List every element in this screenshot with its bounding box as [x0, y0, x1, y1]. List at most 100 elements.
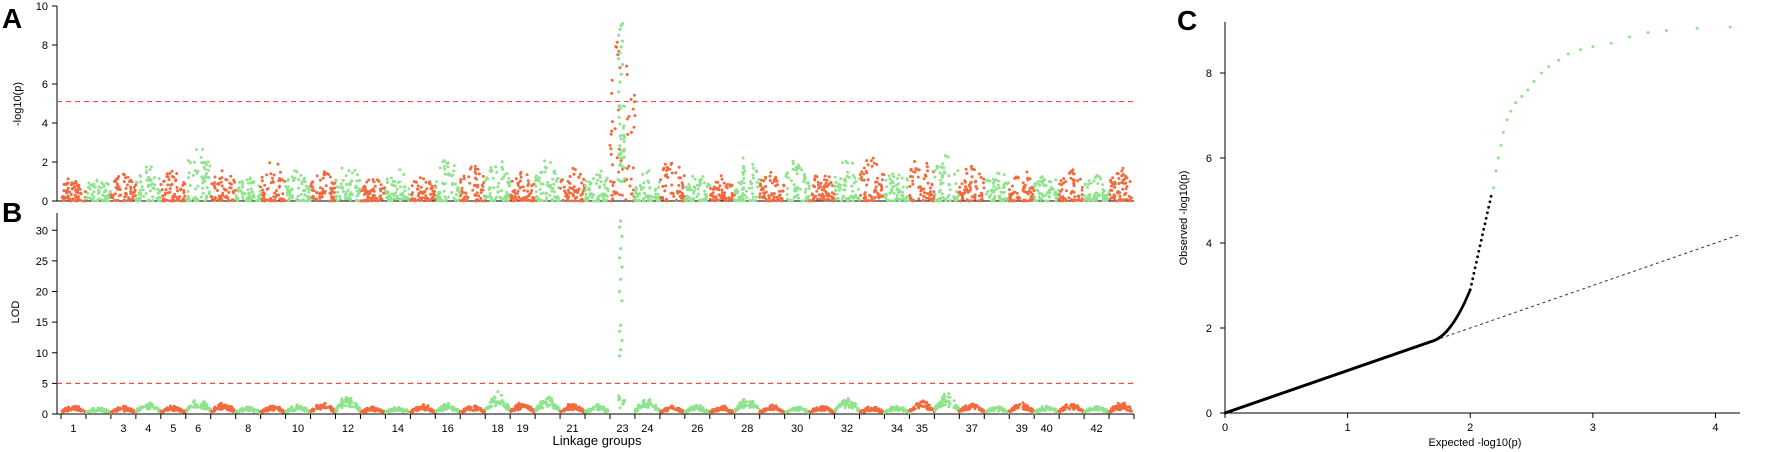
- manhattan-point-a: [500, 160, 504, 164]
- manhattan-point-a: [562, 185, 566, 189]
- manhattan-point-a: [633, 189, 637, 193]
- manhattan-point-b: [529, 408, 533, 412]
- manhattan-point-a: [775, 183, 779, 187]
- manhattan-point-a: [609, 199, 613, 203]
- manhattan-point-b: [172, 404, 176, 408]
- manhattan-point-a: [357, 187, 361, 191]
- manhattan-point-a: [1101, 191, 1105, 195]
- manhattan-point-a: [170, 182, 174, 186]
- manhattan-point-a: [77, 183, 81, 187]
- manhattan-point-a: [922, 177, 926, 181]
- manhattan-point-a: [610, 129, 614, 133]
- manhattan-point-a: [618, 66, 622, 70]
- manhattan-point-a: [273, 191, 277, 195]
- manhattan-point-b: [381, 410, 385, 414]
- manhattan-point-a: [974, 179, 978, 183]
- manhattan-point-a: [625, 167, 629, 170]
- manhattan-point-a: [385, 192, 389, 196]
- manhattan-point-a: [681, 185, 685, 189]
- manhattan-point-a: [500, 177, 504, 181]
- manhattan-point-a: [793, 187, 797, 191]
- manhattan-point-a: [307, 190, 311, 194]
- manhattan-point-a: [584, 188, 588, 192]
- manhattan-point-a: [379, 194, 383, 198]
- manhattan-point-a: [573, 168, 577, 172]
- manhattan-point-b: [366, 408, 370, 412]
- manhattan-point-a: [785, 172, 789, 176]
- manhattan-point-a: [497, 181, 501, 185]
- manhattan-point-a: [636, 194, 640, 198]
- manhattan-point-a: [696, 187, 700, 191]
- manhattan-point-b: [1005, 410, 1009, 414]
- manhattan-point-a: [957, 191, 961, 194]
- manhattan-point-a: [578, 172, 582, 176]
- manhattan-point-b: [192, 399, 196, 403]
- panel-b-y-tick-label: 5: [42, 378, 48, 390]
- manhattan-point-a: [518, 179, 522, 183]
- manhattan-point-a: [519, 175, 523, 179]
- manhattan-point-a: [656, 199, 660, 203]
- manhattan-point-a: [722, 192, 726, 196]
- manhattan-point-a: [496, 185, 500, 189]
- manhattan-point-a: [982, 177, 986, 181]
- manhattan-point-b: [748, 400, 752, 404]
- manhattan-point-b: [838, 402, 842, 406]
- manhattan-point-b: [172, 409, 176, 413]
- manhattan-point-a: [368, 191, 372, 194]
- manhattan-point-a: [865, 159, 869, 163]
- manhattan-point-a: [582, 177, 586, 181]
- manhattan-point-a: [156, 187, 160, 191]
- panel-label-c: C: [1177, 5, 1197, 36]
- manhattan-point-a: [645, 194, 649, 198]
- manhattan-point-a: [1033, 195, 1037, 199]
- manhattan-point-a: [534, 184, 538, 188]
- manhattan-point-b: [659, 410, 662, 414]
- manhattan-point-a: [922, 191, 926, 195]
- manhattan-point-a: [574, 188, 578, 192]
- manhattan-point-a: [297, 198, 301, 202]
- panel-b-x-tick-label: 1: [70, 423, 76, 435]
- manhattan-point-a: [1021, 189, 1025, 193]
- manhattan-point-b: [977, 405, 981, 409]
- manhattan-point-b: [123, 406, 126, 410]
- manhattan-point-a: [659, 178, 663, 182]
- manhattan-point-b: [390, 409, 394, 413]
- manhattan-point-a: [101, 193, 105, 197]
- manhattan-point-a: [901, 197, 905, 201]
- manhattan-point-a: [619, 159, 623, 163]
- manhattan-point-a: [546, 180, 550, 184]
- manhattan-point-a: [174, 178, 178, 182]
- manhattan-point-a: [187, 198, 191, 202]
- manhattan-point-a: [820, 188, 824, 192]
- manhattan-point-a: [926, 181, 930, 185]
- manhattan-point-a: [348, 198, 352, 201]
- manhattan-point-b: [265, 406, 269, 410]
- manhattan-point-a: [658, 180, 661, 184]
- manhattan-point-a: [200, 175, 204, 179]
- manhattan-point-a: [549, 183, 553, 187]
- manhattan-point-a: [791, 167, 795, 171]
- manhattan-point-a: [639, 188, 643, 192]
- manhattan-point-a: [620, 164, 624, 168]
- manhattan-point-b: [775, 406, 779, 410]
- manhattan-point-a: [452, 196, 456, 200]
- manhattan-point-a: [238, 180, 241, 184]
- manhattan-point-a: [310, 188, 314, 192]
- manhattan-point-a: [604, 193, 608, 197]
- manhattan-point-a: [307, 195, 311, 199]
- manhattan-point-a: [993, 194, 997, 198]
- manhattan-point-a: [170, 169, 174, 173]
- manhattan-point-b: [744, 404, 748, 408]
- manhattan-point-a: [429, 192, 433, 196]
- manhattan-point-a: [796, 186, 800, 190]
- manhattan-point-b: [238, 409, 241, 413]
- manhattan-point-a: [157, 190, 161, 194]
- manhattan-point-a: [836, 196, 840, 200]
- manhattan-point-a: [551, 187, 555, 190]
- manhattan-point-a: [968, 185, 972, 189]
- manhattan-point-b: [538, 402, 542, 405]
- manhattan-point-a: [176, 198, 180, 202]
- manhattan-point-b: [793, 406, 797, 410]
- manhattan-point-a: [638, 183, 642, 187]
- manhattan-point-a: [530, 184, 534, 188]
